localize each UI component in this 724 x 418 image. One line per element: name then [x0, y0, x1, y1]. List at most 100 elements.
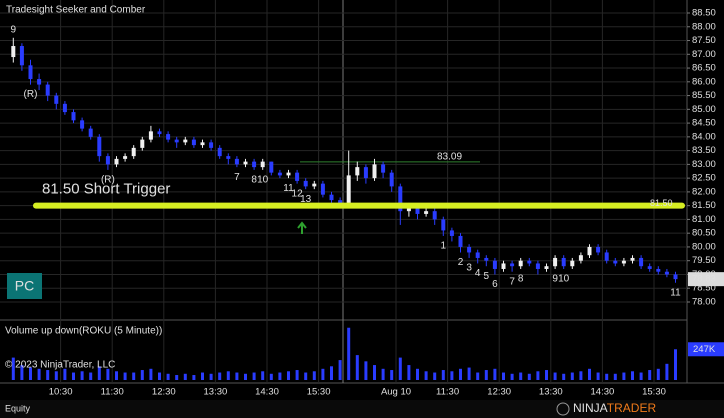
candle-body	[475, 252, 480, 258]
candle-body	[45, 84, 50, 96]
y-tick-label: 83.50	[692, 145, 716, 156]
brand-part: TRADER	[607, 401, 657, 415]
candle-body	[105, 156, 110, 165]
y-tick-label: 79.50	[692, 255, 716, 266]
candle-body	[363, 167, 368, 179]
volume-bar	[467, 367, 471, 380]
y-tick-label: 87.00	[692, 49, 716, 60]
volume-bar	[622, 372, 626, 380]
volume-bar	[287, 371, 290, 380]
x-tick-label: 14:30	[591, 387, 615, 398]
candle-body	[217, 147, 222, 157]
candle-body	[140, 139, 145, 148]
y-tick-label: 86.50	[692, 63, 716, 74]
y-tick-label: 83.00	[692, 159, 716, 170]
volume-bar	[519, 372, 523, 380]
volume-bar	[46, 370, 50, 380]
volume-bar	[209, 373, 213, 380]
x-tick-label: 13:30	[539, 387, 563, 398]
candle-body	[381, 164, 386, 173]
candle-body	[553, 257, 558, 267]
candle-body	[647, 266, 652, 269]
volume-bar	[355, 355, 359, 380]
x-tick-label: 14:30	[255, 387, 279, 398]
last-price: 78.83	[692, 274, 716, 285]
y-tick-label: 84.50	[692, 118, 716, 129]
tab[interactable]: Equity	[5, 403, 31, 413]
x-tick-label: Aug 10	[381, 387, 411, 398]
y-tick-label: 88.00	[692, 21, 716, 32]
count-label: 13	[300, 194, 312, 205]
volume-bar	[72, 372, 75, 380]
count-label: (R)	[101, 175, 115, 186]
volume-bar	[149, 368, 153, 380]
volume-bar	[510, 373, 514, 380]
volume-bar	[347, 327, 351, 380]
x-tick-label: 12:30	[487, 387, 511, 398]
candle-body	[639, 257, 644, 267]
last-price-box	[688, 272, 724, 287]
x-tick-label: 15:30	[642, 387, 666, 398]
volume-bar	[106, 368, 110, 380]
volume-bar	[553, 372, 557, 380]
candle-body	[269, 161, 274, 173]
count-label: (R)	[24, 89, 38, 100]
volume-title: Volume up down(ROKU (5 Minute))	[5, 326, 162, 337]
count-label: 12	[292, 188, 304, 199]
candle-body	[398, 186, 403, 212]
y-tick-label: 80.50	[692, 228, 716, 239]
volume-bar	[588, 368, 591, 380]
volume-bar	[407, 365, 411, 380]
candle-body	[71, 112, 76, 121]
volume-bar	[398, 357, 402, 380]
candle-body	[441, 219, 446, 231]
candle-body	[166, 134, 171, 140]
candle-body	[570, 260, 575, 267]
count-label: 5	[484, 271, 490, 282]
volume-bar	[484, 370, 488, 380]
volume-bar	[97, 366, 101, 380]
candle-body	[415, 208, 420, 214]
candle-body	[320, 183, 325, 195]
candle-body	[544, 266, 549, 269]
candle-body	[80, 120, 85, 129]
y-tick-label: 88.50	[692, 8, 716, 19]
volume-bar	[390, 370, 394, 380]
candle-body	[346, 175, 351, 203]
volume-bar	[321, 368, 325, 380]
last-volume-box	[688, 342, 724, 357]
candle-body	[37, 79, 42, 85]
volume-bar	[330, 366, 333, 380]
volume-bar	[183, 373, 187, 380]
volume-bar	[648, 370, 652, 380]
count-label: 8	[518, 274, 524, 285]
candle-body	[88, 128, 93, 137]
candle-body	[234, 158, 239, 165]
candle-body	[252, 161, 257, 168]
candle-body	[226, 156, 231, 159]
x-tick-label: 12:30	[152, 387, 176, 398]
candle-body	[587, 246, 592, 256]
volume-bar	[527, 373, 531, 380]
count-label: 10	[257, 175, 269, 186]
volume-bar	[441, 370, 445, 380]
candle-body	[277, 172, 282, 176]
volume-bar	[192, 375, 196, 380]
y-tick-label: 80.00	[692, 241, 716, 252]
candle-body	[114, 158, 119, 165]
candle-body	[527, 260, 532, 264]
volume-bar	[312, 371, 316, 380]
candle-body	[673, 274, 678, 280]
candle-body	[510, 263, 515, 267]
volume-bar	[132, 372, 136, 380]
brand: NINJATRADER	[573, 401, 656, 415]
candle-body	[191, 139, 196, 146]
volume-bar	[269, 373, 273, 380]
y-tick-label: 86.00	[692, 76, 716, 87]
y-tick-label: 85.00	[692, 104, 716, 115]
volume-bar	[579, 371, 583, 380]
count-label: 9	[552, 274, 558, 285]
y-tick-label: 84.00	[692, 131, 716, 142]
volume-bar	[536, 371, 540, 380]
